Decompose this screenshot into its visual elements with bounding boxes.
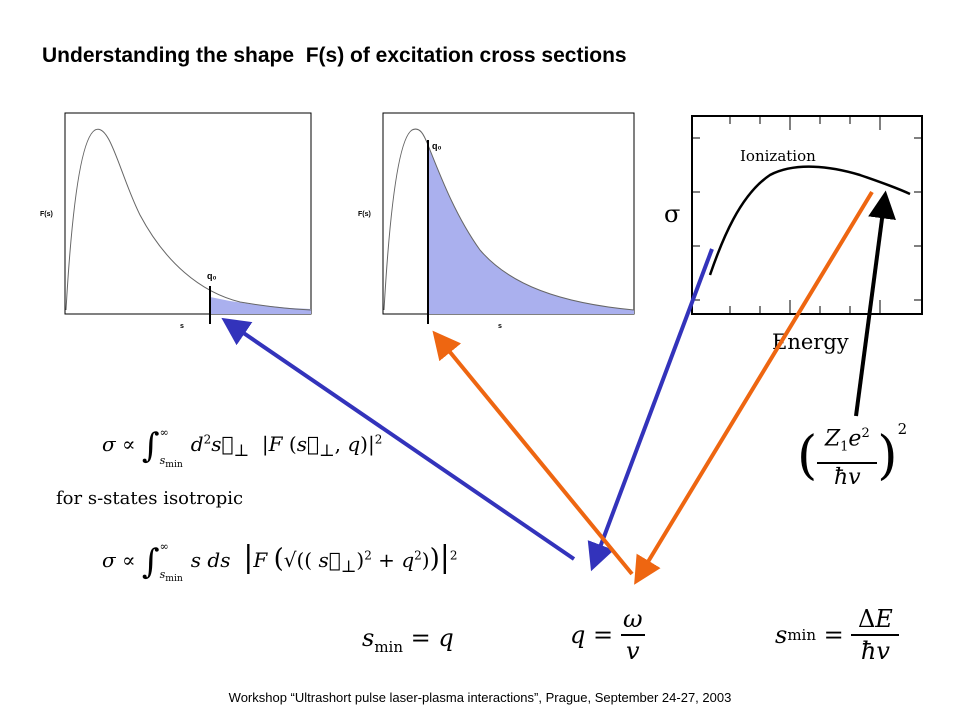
footer-note: Workshop “Ultrashort pulse laser-plasma …	[228, 690, 732, 705]
plot-middle-ylabel: F(s)	[358, 211, 371, 218]
plot-middle-xlabel: s	[498, 323, 502, 330]
orange-arrow-to-middle-plot	[432, 330, 634, 576]
equation-z1e2-over-hbarv-squared: ( Z1e2 ħv ) 2	[797, 420, 908, 490]
plot-left-curve	[65, 128, 312, 311]
plot-middle-curve	[383, 128, 635, 311]
plot-right-ticks	[692, 116, 922, 314]
plot-right: Ionization σ Energy	[664, 115, 923, 354]
equation-smin-deltaE: s min = ΔE ħv	[775, 604, 900, 666]
plot-right-ionization-curve	[708, 165, 911, 276]
plot-left-xlabel: s	[180, 323, 184, 330]
plot-middle-shaded-area	[428, 145, 634, 314]
isotropic-label: for s-states isotropic	[56, 488, 244, 509]
equation-smin-equals-q: smin = q	[362, 624, 454, 656]
plot-right-xlabel: Energy	[772, 330, 849, 354]
blue-arrow-to-q	[587, 248, 714, 572]
plot-middle-q0-label: q₀	[432, 141, 442, 151]
plot-left-frame	[64, 112, 312, 315]
plot-right-curve-label: Ionization	[740, 147, 816, 165]
plot-right-frame	[691, 115, 923, 315]
orange-arrow-to-q	[634, 190, 874, 585]
blue-arrow-to-left-plot	[221, 317, 576, 561]
plot-left-q0-label: q₀	[207, 271, 217, 281]
equation-sigma-isotropic: σ ∝ ∫∞ smins ds |F (√(( s⃗⊥)2 + q2))|2	[102, 540, 458, 585]
plot-right-ylabel: σ	[664, 200, 680, 228]
slide-title: Understanding the shape F(s) of excitati…	[42, 44, 627, 67]
plot-left-ylabel: F(s)	[40, 211, 53, 218]
equation-sigma-integral: σ ∝ ∫∞ smind2s⃗⊥ |F (s⃗⊥, q)|2	[102, 426, 383, 471]
black-arrow-to-cross-section	[854, 190, 896, 417]
plot-middle: q₀ F(s) s	[358, 112, 635, 330]
plot-left: q₀ F(s) s	[40, 112, 312, 330]
